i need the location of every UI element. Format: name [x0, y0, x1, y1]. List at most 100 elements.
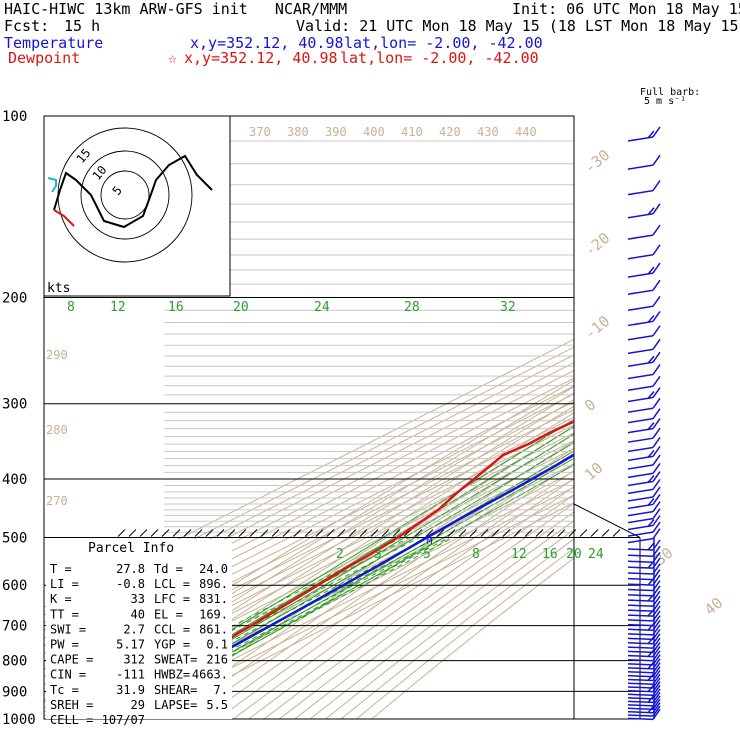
- barb-legend-line1: Full barb:: [640, 87, 700, 98]
- wind-barb-shaft: [627, 488, 654, 495]
- wind-barb-shaft: [627, 437, 654, 443]
- theta-e-label: 440: [515, 125, 537, 139]
- wind-barb-flag: [647, 391, 655, 400]
- parcel-info-bg: [46, 539, 232, 719]
- wind-barb-shaft: [627, 663, 654, 666]
- wind-barb-flag: [652, 418, 661, 430]
- tropopause-hatch: [557, 529, 566, 537]
- wind-barb-shaft: [627, 577, 654, 581]
- wind-barb-flag: [652, 203, 661, 215]
- wind-barb-flag: [652, 364, 661, 375]
- parcel-info-value: 5.5: [206, 698, 228, 712]
- tropopause-hatch: [513, 529, 522, 537]
- wind-barb-flag: [652, 180, 661, 192]
- tropopause-hatch: [337, 529, 346, 537]
- parcel-info-key: LAPSE=: [154, 698, 197, 712]
- wind-barb-shaft: [627, 604, 654, 607]
- wind-barb-flag: [647, 519, 655, 527]
- hodograph-units: kts: [47, 281, 70, 296]
- parcel-info-value: 4663.: [192, 668, 228, 682]
- parcel-info-key: T =: [50, 562, 72, 576]
- parcel-info-key: SREH =: [50, 698, 93, 712]
- wind-barb-shaft: [627, 417, 654, 424]
- pressure-tick-label: 200: [2, 291, 27, 307]
- legend-dewpoint-latlon: lat,lon= -2.00, -42.00: [340, 49, 539, 67]
- tropopause-hatch: [447, 529, 456, 537]
- isotherm: [145, 502, 574, 719]
- parcel-info-value: 5.17: [116, 638, 145, 652]
- parcel-info-key: CCL =: [154, 622, 190, 636]
- wind-barb-shaft: [627, 697, 654, 700]
- parcel-info-key: PW =: [50, 638, 79, 652]
- mixing-ratio-label: 5: [423, 547, 431, 562]
- parcel-info-key: SWEAT=: [154, 653, 197, 667]
- tropopause-hatch: [568, 529, 577, 537]
- theta-e-label: 370: [249, 125, 271, 139]
- header-valid: Valid: 21 UTC Mon 18 May 15 (18 LST Mon …: [296, 17, 740, 35]
- wind-barb-flag: [652, 126, 661, 138]
- tropopause-hatch: [128, 529, 137, 537]
- parcel-info-value: 33: [131, 592, 145, 606]
- wind-barb-flag: [647, 593, 655, 602]
- wind-barb-flag: [652, 493, 661, 505]
- wind-barb-shaft: [627, 464, 654, 470]
- parcel-info-key: SWI =: [50, 622, 86, 636]
- wind-barb-shaft: [627, 189, 654, 196]
- tropopause-hatch: [260, 529, 269, 537]
- pressure-tick-label: 600: [2, 578, 27, 594]
- wind-barb-shaft: [627, 717, 654, 721]
- wind-barb-shaft: [627, 560, 654, 563]
- header-fcst-value: 15 h: [64, 17, 101, 35]
- tropopause-hatch: [293, 529, 302, 537]
- mixing-ratio-label: 12: [511, 547, 527, 562]
- theta-e-label: 420: [439, 125, 461, 139]
- wind-barb-flag: [647, 705, 655, 714]
- tropopause-hatch: [139, 529, 148, 537]
- wind-barb-flag: [652, 387, 661, 398]
- wind-barb-flag: [647, 314, 655, 323]
- wind-barb-flag: [647, 266, 655, 275]
- isotherm-label: 10: [581, 459, 606, 484]
- mixing-ratio-label: 2: [336, 547, 344, 562]
- wind-barb-flag: [647, 673, 655, 681]
- parcel-info-value: 24.0: [199, 562, 228, 576]
- isotherm-label: 40: [701, 594, 726, 619]
- pressure-tick-label: 700: [2, 619, 27, 635]
- wind-barb-flag: [652, 454, 661, 466]
- parcel-info-value: -0.8: [116, 577, 145, 591]
- parcel-info-value: 7.: [214, 683, 228, 697]
- parcel-info-key: TT =: [50, 607, 79, 621]
- wind-barb-shaft: [627, 289, 654, 295]
- dry-adiabat: [309, 520, 574, 719]
- theta-e-label: 410: [401, 125, 423, 139]
- mixing-marker: M: [426, 536, 432, 547]
- hodograph-trace-upper: [53, 154, 213, 229]
- wind-barb-shaft: [627, 472, 654, 479]
- wind-barb-flag: [647, 577, 655, 586]
- tropopause-hatch: [414, 529, 423, 537]
- isotherm: [44, 346, 574, 616]
- legend-temperature-latlon: lat,lon= -2.00, -42.00: [344, 34, 543, 52]
- wind-barb-flag: [652, 515, 661, 526]
- wind-barb-flag: [647, 497, 655, 506]
- wind-barb-shaft: [627, 650, 654, 654]
- tropopause-hatch: [535, 529, 544, 537]
- legend-temperature-xy: x,y=352.12, 40.98: [190, 34, 344, 52]
- wind-barb-flag: [647, 694, 655, 703]
- parcel-info-key: EL =: [154, 607, 183, 621]
- dry-adiabat: [263, 494, 574, 719]
- dry-adiabat: [186, 455, 574, 719]
- moist-adiabat-label: 20: [233, 300, 249, 315]
- isotherm-label: -30: [581, 146, 613, 177]
- tropopause-hatch: [348, 529, 357, 537]
- isotherm-label: 0: [581, 395, 599, 415]
- wind-barb-flag: [647, 661, 655, 670]
- wind-barb-flag: [652, 408, 661, 420]
- wind-barb-shaft: [627, 588, 654, 592]
- wind-barb-flag: [652, 437, 661, 448]
- wind-barb-flag: [652, 462, 661, 474]
- wind-barb-flag: [652, 154, 661, 166]
- wind-barb-flag: [652, 262, 661, 274]
- pressure-tick-label: 300: [2, 397, 27, 413]
- isotherm: [44, 447, 574, 717]
